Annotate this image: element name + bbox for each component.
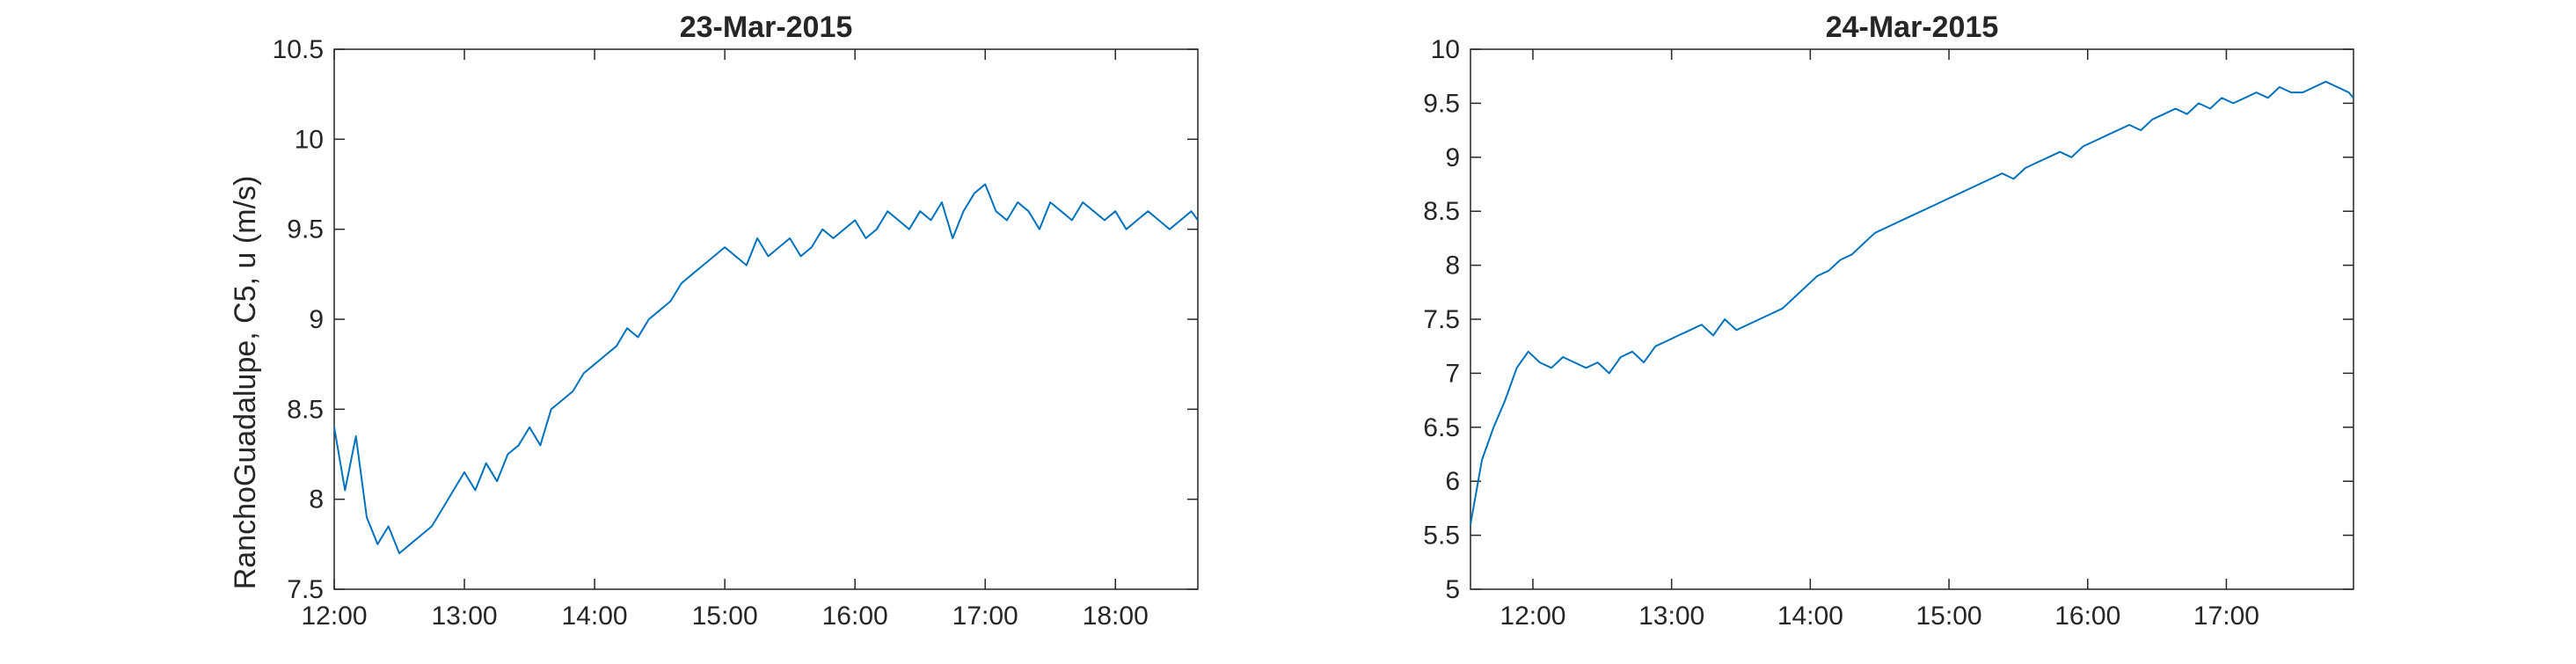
x-tick-label: 12:00 bbox=[1500, 602, 1565, 631]
y-tick-label: 8 bbox=[1445, 252, 1460, 281]
chart-panel-23-mar: 23-Mar-2015 RanchoGuadalupe, C5, u (m/s)… bbox=[229, 11, 1199, 631]
y-tick-label: 6.5 bbox=[1423, 413, 1460, 442]
y-tick-label: 8 bbox=[309, 485, 324, 514]
y-tick-label: 5 bbox=[1445, 575, 1460, 604]
y-tick-label: 10 bbox=[295, 125, 324, 154]
y-tick-label: 10 bbox=[1431, 35, 1460, 64]
x-tick-label: 18:00 bbox=[1083, 602, 1149, 631]
chart-title: 23-Mar-2015 bbox=[680, 11, 853, 44]
x-tick-label: 15:00 bbox=[1916, 602, 1982, 631]
x-tick-label: 13:00 bbox=[1638, 602, 1704, 631]
y-tick-label: 9 bbox=[309, 305, 324, 334]
y-tick-label: 10.5 bbox=[273, 35, 324, 64]
x-tick-label: 15:00 bbox=[692, 602, 758, 631]
x-tick-label: 16:00 bbox=[2054, 602, 2120, 631]
x-tick-label: 17:00 bbox=[2193, 602, 2259, 631]
y-tick-label: 7.5 bbox=[287, 575, 324, 604]
y-tick-label: 8.5 bbox=[287, 395, 324, 424]
y-tick-label: 6 bbox=[1445, 467, 1460, 496]
chart-panel-24-mar: 24-Mar-2015 5 5.5 6 6.5 7 7.5 8 8.5 9 9.5 10 12:00 1… bbox=[1423, 11, 2354, 631]
series-line bbox=[333, 183, 1199, 555]
y-tick-label: 8.5 bbox=[1423, 197, 1460, 226]
series-line bbox=[1470, 80, 2354, 525]
y-tick-label: 7 bbox=[1445, 359, 1460, 388]
x-tick-label: 14:00 bbox=[562, 602, 628, 631]
y-tick-label: 9.5 bbox=[287, 215, 324, 244]
y-axis-label: RanchoGuadalupe, C5, u (m/s) bbox=[229, 176, 262, 590]
x-tick-label: 12:00 bbox=[301, 602, 367, 631]
y-tick-label: 9.5 bbox=[1423, 89, 1460, 118]
x-tick-label: 13:00 bbox=[432, 602, 498, 631]
y-tick-label: 5.5 bbox=[1423, 522, 1460, 551]
x-tick-label: 14:00 bbox=[1777, 602, 1843, 631]
x-tick-label: 17:00 bbox=[952, 602, 1018, 631]
y-tick-label: 9 bbox=[1445, 143, 1460, 172]
y-tick-label: 7.5 bbox=[1423, 305, 1460, 334]
x-tick-label: 16:00 bbox=[822, 602, 888, 631]
chart-title: 24-Mar-2015 bbox=[1826, 11, 1999, 44]
